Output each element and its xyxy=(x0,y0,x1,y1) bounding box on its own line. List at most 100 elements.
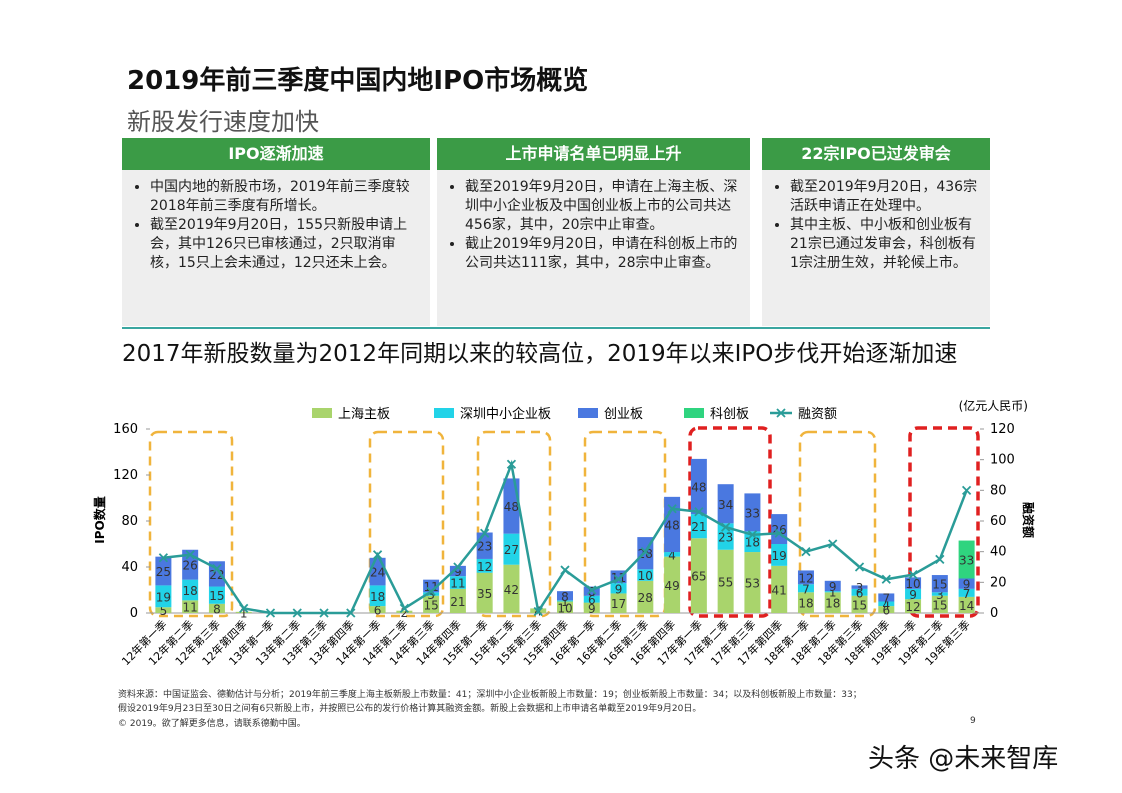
data-label: 8 xyxy=(588,585,596,599)
data-label: 15 xyxy=(932,578,947,592)
data-label: 19 xyxy=(156,590,171,604)
data-label: 15 xyxy=(932,598,947,612)
bullet: 中国内地的新股市场，2019年前三季度较2018年前三季度有所增长。 xyxy=(150,178,420,216)
bar-segment xyxy=(369,606,386,613)
data-label: 6 xyxy=(856,586,864,600)
line-marker xyxy=(533,606,543,617)
line-marker xyxy=(265,608,276,618)
bar-segment xyxy=(771,565,788,613)
subtitle: 新股发行速度加快 xyxy=(127,108,319,136)
data-label: 7 xyxy=(963,587,971,601)
bar-segment xyxy=(182,579,199,601)
line-marker xyxy=(854,562,865,572)
bar-segment xyxy=(637,580,654,613)
panel: IPO逐渐加速 中国内地的新股市场，2019年前三季度较2018年前三季度有所增… xyxy=(122,138,430,326)
bar-segment xyxy=(931,592,948,596)
data-label: 3 xyxy=(936,588,944,602)
bar-segment xyxy=(931,575,948,593)
data-label: 15 xyxy=(423,598,438,612)
title: 2019年前三季度中国内地IPO市场概览 xyxy=(127,66,589,96)
data-label: 55 xyxy=(718,575,733,589)
line-marker xyxy=(560,565,570,575)
bar-segment xyxy=(744,531,761,553)
line-marker xyxy=(292,608,302,618)
y-tick-label: 40 xyxy=(121,560,138,575)
data-label: 10 xyxy=(557,601,572,615)
bar-segment xyxy=(664,496,681,553)
data-label: 1 xyxy=(561,595,569,609)
y2-tick-label: 20 xyxy=(990,575,1007,590)
data-label: 23 xyxy=(718,531,733,545)
line-marker xyxy=(239,603,249,614)
copyright: © 2019。欲了解更多信息，请联系德勤中国。 xyxy=(118,719,306,729)
data-label: 7 xyxy=(802,582,810,596)
watermark: 头条 @未来智库 xyxy=(868,744,1059,774)
data-label: 33 xyxy=(959,554,974,568)
legend-swatch xyxy=(776,408,786,418)
bar-segment xyxy=(824,591,841,593)
bar-segment xyxy=(182,600,199,613)
data-label: 25 xyxy=(156,565,171,579)
line-marker xyxy=(372,550,383,560)
bar-segment xyxy=(396,610,413,613)
line-marker xyxy=(694,507,704,517)
data-label: 18 xyxy=(798,597,813,611)
data-label: 48 xyxy=(691,481,706,495)
y2-tick-label: 60 xyxy=(990,514,1007,529)
data-label: 10 xyxy=(905,577,920,591)
data-label: 35 xyxy=(477,587,492,601)
y2-tick-label: 40 xyxy=(990,545,1007,560)
data-label: 49 xyxy=(664,579,679,593)
data-label: 14 xyxy=(959,599,974,613)
data-label: 9 xyxy=(829,580,837,594)
bar-segment xyxy=(717,484,734,524)
bar-segment xyxy=(557,591,573,601)
bar-segment xyxy=(610,583,627,594)
bar-segment xyxy=(797,584,814,593)
bar-segment xyxy=(797,570,814,585)
highlight-boxes xyxy=(148,426,980,618)
bar-segment xyxy=(155,607,172,613)
data-label: 8 xyxy=(561,590,569,604)
line-marker xyxy=(426,586,436,597)
highlight-box xyxy=(476,430,552,618)
bar-segment xyxy=(476,572,493,613)
bar-segment xyxy=(878,593,895,602)
bar-segment xyxy=(583,595,600,603)
data-label: 4 xyxy=(882,598,890,612)
bar-segment xyxy=(503,533,520,565)
y-tick-label: 80 xyxy=(121,514,138,529)
bullet: 其中主板、中小板和创业板有21宗已通过发审会，科创板有1宗注册生效，并轮候上市。 xyxy=(790,216,980,273)
data-label: 65 xyxy=(691,570,706,584)
panel: 22宗IPO已过发审会 截至2019年9月20日，436宗活跃申请正在处理中。 … xyxy=(762,138,990,326)
bar-segment xyxy=(744,552,761,613)
bar-segment xyxy=(423,592,440,596)
bar-segment xyxy=(958,596,975,613)
data-label: 3 xyxy=(856,581,864,595)
bar-segment xyxy=(503,564,520,613)
y2-axis-label: 融资额 xyxy=(1021,502,1036,538)
bar-segment xyxy=(717,549,734,613)
line-marker xyxy=(908,570,918,580)
bar-segment xyxy=(449,588,466,613)
bar-segment xyxy=(851,595,868,613)
bar-segment xyxy=(824,580,841,592)
highlight-box xyxy=(798,430,877,618)
footnote: 假设2019年9月23日至30日之间有6只新股上市，并按照已公布的发行价格计算其… xyxy=(118,704,702,714)
data-label: 9 xyxy=(615,582,623,596)
bullet: 截至2019年9月20日，155只新股申请上会，其中126只已审核通过，2只取消… xyxy=(150,216,420,273)
y-tick-label: 160 xyxy=(113,422,138,437)
panel-title: 22宗IPO已过发审会 xyxy=(762,138,990,170)
highlight-box xyxy=(368,430,445,618)
data-label: 33 xyxy=(745,506,760,520)
line-marker xyxy=(667,504,677,514)
bar-segment xyxy=(878,601,895,607)
bar-segment xyxy=(664,552,681,557)
y2-tick-label: 80 xyxy=(990,483,1007,498)
legend-swatch xyxy=(312,408,332,418)
data-label: 19 xyxy=(772,549,787,563)
y-axis-label: IPO数量 xyxy=(92,496,107,543)
divider xyxy=(122,327,990,329)
data-label: 18 xyxy=(370,590,385,604)
